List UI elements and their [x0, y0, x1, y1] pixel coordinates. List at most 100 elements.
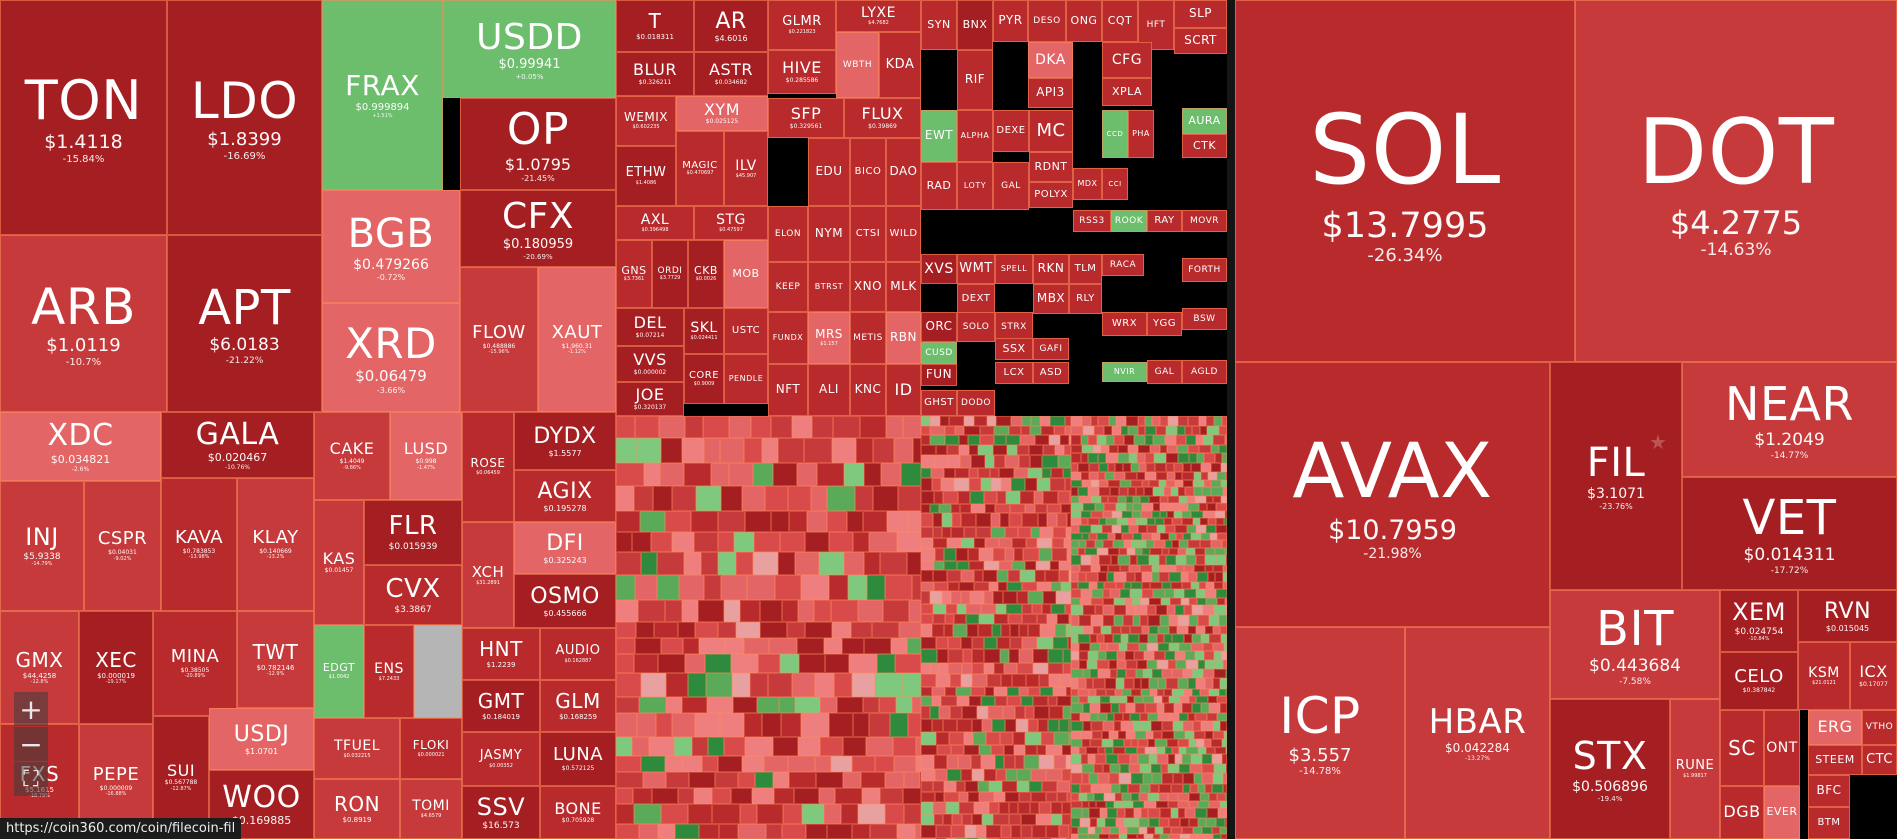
- mini-coin-tile[interactable]: [718, 622, 736, 638]
- mini-coin-tile[interactable]: [1070, 781, 1071, 792]
- mini-coin-tile[interactable]: [1174, 511, 1182, 518]
- mini-coin-tile[interactable]: [1170, 713, 1179, 721]
- mini-coin-tile[interactable]: [827, 486, 855, 511]
- mini-coin-tile[interactable]: [1208, 572, 1215, 582]
- mini-coin-tile[interactable]: [1036, 561, 1050, 570]
- mini-coin-tile[interactable]: [699, 638, 725, 654]
- mini-coin-tile[interactable]: [1176, 555, 1186, 565]
- mini-coin-tile[interactable]: [936, 445, 947, 455]
- mini-coin-tile[interactable]: [942, 527, 951, 538]
- mini-coin-tile[interactable]: [948, 455, 960, 468]
- mini-coin-tile[interactable]: [1191, 754, 1202, 764]
- tile-kas[interactable]: KAS $0.01457: [314, 500, 364, 625]
- mini-coin-tile[interactable]: [999, 468, 1014, 478]
- mini-coin-tile[interactable]: [1119, 548, 1127, 555]
- mini-coin-tile[interactable]: [1125, 472, 1137, 480]
- mini-coin-tile[interactable]: [1174, 463, 1183, 472]
- mini-coin-tile[interactable]: [1050, 478, 1065, 491]
- mini-coin-tile[interactable]: [1071, 678, 1078, 689]
- mini-coin-tile[interactable]: [1012, 538, 1026, 548]
- tile-nvir[interactable]: NVIR: [1102, 362, 1147, 382]
- mini-coin-tile[interactable]: [921, 637, 936, 649]
- mini-coin-tile[interactable]: [944, 561, 957, 570]
- mini-coin-tile[interactable]: [1014, 745, 1025, 755]
- mini-coin-tile[interactable]: [694, 788, 712, 804]
- mini-coin-tile[interactable]: [616, 532, 632, 552]
- mini-coin-tile[interactable]: [1081, 511, 1091, 518]
- mini-coin-tile[interactable]: [1078, 678, 1086, 689]
- mini-coin-tile[interactable]: [1114, 801, 1122, 808]
- mini-coin-tile[interactable]: [1001, 674, 1012, 687]
- mini-coin-tile[interactable]: [1185, 487, 1194, 496]
- mini-coin-tile[interactable]: [1105, 747, 1113, 754]
- mini-coin-tile[interactable]: [1155, 827, 1163, 834]
- mini-coin-tile[interactable]: [1212, 754, 1222, 764]
- mini-coin-tile[interactable]: [852, 824, 870, 839]
- mini-coin-tile[interactable]: [1220, 721, 1227, 731]
- mini-coin-tile[interactable]: [1045, 570, 1059, 582]
- mini-coin-tile[interactable]: [799, 654, 825, 673]
- mini-coin-tile[interactable]: [945, 687, 956, 696]
- mini-coin-tile[interactable]: [945, 435, 959, 445]
- mini-coin-tile[interactable]: [1057, 614, 1069, 624]
- mini-coin-tile[interactable]: [1185, 426, 1192, 435]
- mini-coin-tile[interactable]: [1051, 802, 1062, 814]
- mini-coin-tile[interactable]: [637, 713, 656, 737]
- mini-coin-tile[interactable]: [1157, 660, 1168, 669]
- mini-coin-tile[interactable]: [636, 622, 654, 638]
- mini-coin-tile[interactable]: [1117, 808, 1125, 818]
- mini-coin-tile[interactable]: [989, 781, 1002, 792]
- mini-coin-tile[interactable]: [1157, 525, 1165, 533]
- mini-coin-tile[interactable]: [1031, 416, 1040, 426]
- mini-coin-tile[interactable]: [1168, 793, 1178, 801]
- tile-sfp[interactable]: SFP $0.329561: [768, 98, 844, 138]
- mini-coin-tile[interactable]: [986, 732, 1000, 745]
- mini-coin-tile[interactable]: [1193, 480, 1204, 487]
- tile-rss3[interactable]: RSS3: [1073, 210, 1111, 232]
- mini-coin-tile[interactable]: [1110, 764, 1120, 773]
- mini-coin-tile[interactable]: [1184, 634, 1192, 643]
- mini-coin-tile[interactable]: [1168, 496, 1179, 503]
- mini-coin-tile[interactable]: [1176, 660, 1186, 669]
- mini-coin-tile[interactable]: [851, 622, 872, 638]
- mini-coin-tile[interactable]: [1106, 801, 1114, 808]
- mini-coin-tile[interactable]: [1025, 561, 1036, 570]
- tile-xch[interactable]: XCH $31.2891: [462, 522, 514, 628]
- tile-edu[interactable]: EDU: [808, 138, 850, 206]
- mini-coin-tile[interactable]: [1206, 496, 1213, 503]
- mini-coin-tile[interactable]: [978, 468, 990, 478]
- mini-coin-tile[interactable]: [1157, 754, 1168, 764]
- mini-coin-tile[interactable]: [738, 772, 755, 788]
- mini-coin-tile[interactable]: [1222, 540, 1227, 548]
- mini-coin-tile[interactable]: [1147, 605, 1156, 615]
- tile-forth[interactable]: FORTH: [1182, 258, 1227, 282]
- mini-coin-tile[interactable]: [829, 532, 853, 552]
- mini-coin-tile[interactable]: [959, 802, 974, 814]
- mini-coin-tile[interactable]: [956, 548, 968, 561]
- mini-coin-tile[interactable]: [983, 570, 997, 582]
- mini-coin-tile[interactable]: [658, 654, 685, 673]
- mini-coin-tile[interactable]: [973, 732, 986, 745]
- mini-coin-tile[interactable]: [1207, 503, 1216, 511]
- mini-coin-tile[interactable]: [1088, 518, 1099, 525]
- mini-coin-tile[interactable]: [1164, 518, 1172, 525]
- mini-coin-tile[interactable]: [1222, 453, 1227, 463]
- mini-coin-tile[interactable]: [1061, 582, 1071, 591]
- mini-coin-tile[interactable]: [866, 737, 893, 756]
- mini-coin-tile[interactable]: [951, 825, 965, 838]
- mini-coin-tile[interactable]: [994, 614, 1008, 624]
- mini-coin-tile[interactable]: [970, 491, 984, 504]
- mini-coin-tile[interactable]: [1039, 548, 1052, 561]
- mini-coin-tile[interactable]: [1216, 555, 1226, 565]
- mini-coin-tile[interactable]: [832, 438, 856, 463]
- mini-coin-tile[interactable]: [1137, 834, 1144, 839]
- mini-coin-tile[interactable]: [1182, 827, 1193, 834]
- mini-coin-tile[interactable]: [952, 814, 962, 825]
- mini-coin-tile[interactable]: [1219, 445, 1227, 453]
- mini-coin-tile[interactable]: [921, 435, 930, 445]
- mini-coin-tile[interactable]: [1114, 472, 1125, 480]
- mini-coin-tile[interactable]: [893, 737, 916, 756]
- mini-coin-tile[interactable]: [718, 532, 734, 552]
- mini-coin-tile[interactable]: [1205, 731, 1213, 739]
- mini-coin-tile[interactable]: [993, 814, 1009, 825]
